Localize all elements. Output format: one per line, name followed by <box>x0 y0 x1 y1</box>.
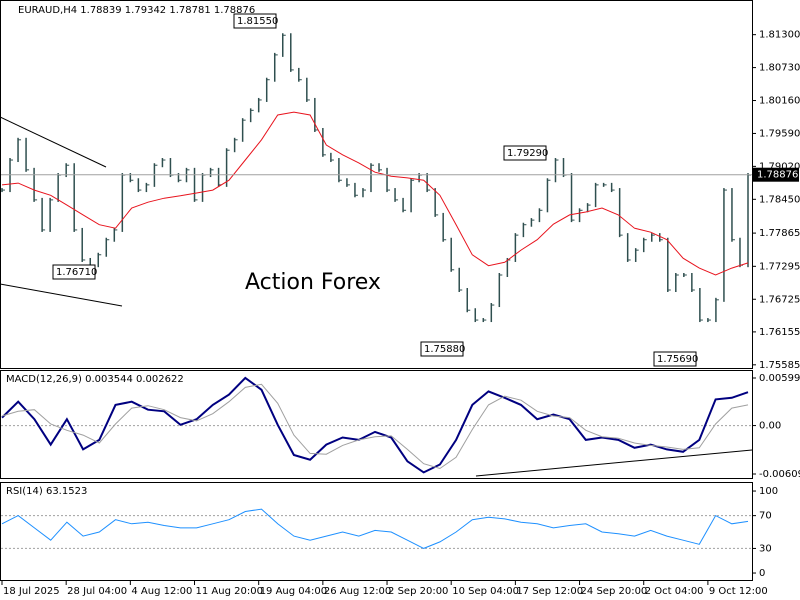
last-price-box <box>753 167 799 182</box>
annotation: 1.79290 <box>507 148 548 159</box>
annotation-box <box>420 341 464 357</box>
y-tick-label: 1.78450 <box>759 194 800 205</box>
macd-panel <box>0 370 753 479</box>
annotation-box <box>653 351 697 367</box>
y-tick-label: 1.77295 <box>759 261 800 272</box>
y-tick-label: 100 <box>759 486 778 497</box>
y-tick-label: 1.79590 <box>759 128 800 139</box>
x-tick-label: 28 Jul 04:00 <box>67 586 127 597</box>
x-tick-label: 11 Aug 20:00 <box>196 586 263 597</box>
x-tick-label: 24 Sep 20:00 <box>581 586 648 597</box>
annotation-box <box>233 13 277 29</box>
y-tick-label: 1.79020 <box>759 161 800 172</box>
x-tick-label: 2 Oct 04:00 <box>645 586 704 597</box>
y-tick-label: 0.00 <box>759 421 781 432</box>
x-tick-label: 4 Aug 12:00 <box>131 586 192 597</box>
y-tick-label: 1.76725 <box>759 294 800 305</box>
annotation-box <box>52 264 96 280</box>
x-tick-label: 10 Sep 04:00 <box>452 586 519 597</box>
annotation-box <box>503 145 547 161</box>
annotation: 1.81550 <box>237 16 278 27</box>
y-tick-label: 1.77865 <box>759 228 800 239</box>
macd-title: MACD(12,26,9) 0.003544 0.002622 <box>6 374 184 385</box>
y-tick-label: 1.75585 <box>759 360 800 371</box>
x-tick-label: 2 Sep 20:00 <box>388 586 448 597</box>
y-tick-label: 30 <box>759 543 772 554</box>
x-tick-label: 17 Sep 12:00 <box>516 586 583 597</box>
y-tick-label: 1.80160 <box>759 96 800 107</box>
annotation: 1.75880 <box>424 344 465 355</box>
annotation: 1.76710 <box>56 267 97 278</box>
y-tick-label: 1.81300 <box>759 30 800 41</box>
indicator-line <box>1 376 749 474</box>
y-tick-label: 70 <box>759 511 772 522</box>
trend-line <box>0 283 123 307</box>
indicator-line <box>1 508 749 549</box>
y-tick-label: 0.00599 <box>759 373 800 384</box>
last-price-label: 1.78876 <box>757 170 798 181</box>
y-tick-label: -0.006095 <box>759 469 800 480</box>
x-tick-label: 9 Oct 12:00 <box>709 586 768 597</box>
trend-line <box>475 449 753 477</box>
x-tick-label: 18 Jul 2025 <box>3 586 60 597</box>
y-tick-label: 0 <box>759 568 765 579</box>
y-tick-label: 1.80730 <box>759 63 800 74</box>
y-tick-label: 1.76155 <box>759 327 800 338</box>
x-tick-label: 26 Aug 12:00 <box>324 586 391 597</box>
rsi-title: RSI(14) 63.1523 <box>6 486 87 497</box>
indicator-line <box>1 383 749 470</box>
price-panel <box>0 0 753 369</box>
annotation: 1.75690 <box>657 354 698 365</box>
rsi-panel <box>0 482 753 581</box>
moving-average <box>1 111 749 276</box>
chart-title: EURAUD,H4 1.78839 1.79342 1.78781 1.7887… <box>18 5 255 16</box>
trend-line <box>0 116 107 168</box>
watermark: Action Forex <box>245 270 381 295</box>
x-tick-label: 19 Aug 04:00 <box>260 586 327 597</box>
